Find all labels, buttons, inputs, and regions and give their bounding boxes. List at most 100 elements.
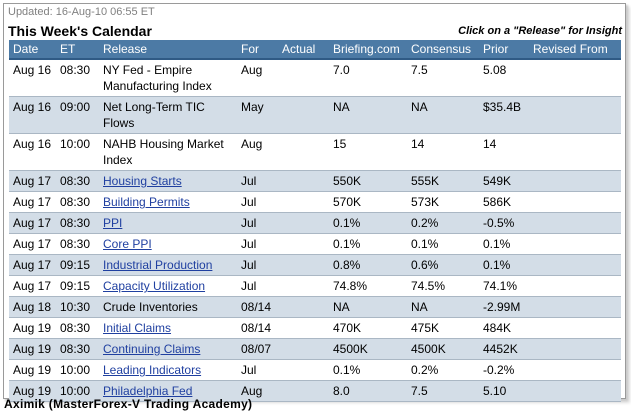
release-link[interactable]: Industrial Production bbox=[103, 258, 213, 272]
cell-prior: 0.1% bbox=[479, 254, 529, 276]
cell-for: Aug bbox=[237, 59, 278, 97]
cell-release: Housing Starts bbox=[99, 170, 237, 192]
cell-revised bbox=[529, 233, 621, 255]
table-row: Aug 16 08:30 NY Fed - Empire Manufacturing… bbox=[9, 59, 621, 97]
release-hint: Click on a "Release" for Insight bbox=[458, 25, 622, 37]
cell-revised bbox=[529, 191, 621, 213]
cell-date: Aug 17 bbox=[9, 233, 56, 255]
cell-et: 08:30 bbox=[56, 212, 99, 234]
cell-consensus: 7.5 bbox=[407, 59, 479, 97]
cell-et: 08:30 bbox=[56, 170, 99, 192]
table-row: Aug 17 08:30 PPI Jul 0.1% 0.2% -0.5% bbox=[9, 212, 621, 234]
table-row: Aug 19 10:00 Philadelphia Fed Aug 8.0 7.5 5.10 bbox=[9, 380, 621, 402]
table-row: Aug 16 09:00 Net Long-Term TIC Flows May NA N… bbox=[9, 96, 621, 134]
cell-actual bbox=[278, 191, 329, 213]
cell-release: Leading Indicators bbox=[99, 359, 237, 381]
cell-for: 08/07 bbox=[237, 338, 278, 360]
cell-consensus: NA bbox=[407, 296, 479, 318]
cell-for: Jul bbox=[237, 212, 278, 234]
cell-prior: -2.99M bbox=[479, 296, 529, 318]
release-link[interactable]: Building Permits bbox=[103, 195, 190, 209]
release-link[interactable]: Leading Indicators bbox=[103, 363, 202, 377]
cell-release: Initial Claims bbox=[99, 317, 237, 339]
cell-prior: 0.1% bbox=[479, 233, 529, 255]
cell-release: Building Permits bbox=[99, 191, 237, 213]
cell-date: Aug 17 bbox=[9, 170, 56, 192]
col-header-for: For bbox=[237, 40, 278, 60]
cell-revised bbox=[529, 275, 621, 297]
cell-for: Jul bbox=[237, 275, 278, 297]
table-row: Aug 19 08:30 Continuing Claims 08/07 4500K 45… bbox=[9, 338, 621, 360]
cell-date: Aug 16 bbox=[9, 96, 56, 134]
cell-et: 08:30 bbox=[56, 338, 99, 360]
footer-credit: Aximik (MasterForex-V Trading Academy) bbox=[4, 397, 253, 411]
cell-briefing: 470K bbox=[329, 317, 407, 339]
cell-for: Jul bbox=[237, 359, 278, 381]
cell-date: Aug 19 bbox=[9, 380, 56, 402]
cell-briefing: 8.0 bbox=[329, 380, 407, 402]
cell-actual bbox=[278, 254, 329, 276]
cell-consensus: 0.2% bbox=[407, 359, 479, 381]
cell-briefing: 0.8% bbox=[329, 254, 407, 276]
cell-actual bbox=[278, 275, 329, 297]
release-link[interactable]: Housing Starts bbox=[103, 174, 182, 188]
cell-revised bbox=[529, 296, 621, 318]
release-link[interactable]: Core PPI bbox=[103, 237, 152, 251]
cell-revised bbox=[529, 380, 621, 402]
cell-briefing: NA bbox=[329, 296, 407, 318]
cell-date: Aug 17 bbox=[9, 254, 56, 276]
cell-prior: 586K bbox=[479, 191, 529, 213]
cell-release: NAHB Housing Market Index bbox=[99, 133, 237, 171]
updated-timestamp: Updated: 16-Aug-10 06:55 ET bbox=[8, 6, 155, 18]
release-link[interactable]: Capacity Utilization bbox=[103, 279, 206, 293]
cell-date: Aug 19 bbox=[9, 317, 56, 339]
col-header-revised-from: Revised From bbox=[529, 40, 621, 60]
cell-et: 08:30 bbox=[56, 191, 99, 213]
table-row: Aug 17 08:30 Core PPI Jul 0.1% 0.1% 0.1% bbox=[9, 233, 621, 255]
cell-revised bbox=[529, 133, 621, 171]
cell-release: Continuing Claims bbox=[99, 338, 237, 360]
cell-revised bbox=[529, 212, 621, 234]
cell-for: Jul bbox=[237, 170, 278, 192]
cell-et: 10:00 bbox=[56, 380, 99, 402]
cell-revised bbox=[529, 359, 621, 381]
cell-et: 08:30 bbox=[56, 59, 99, 97]
release-link[interactable]: Initial Claims bbox=[103, 321, 172, 335]
cell-date: Aug 16 bbox=[9, 59, 56, 97]
cell-date: Aug 19 bbox=[9, 359, 56, 381]
cell-prior: $35.4B bbox=[479, 96, 529, 134]
cell-actual bbox=[278, 296, 329, 318]
cell-for: Aug bbox=[237, 133, 278, 171]
cell-briefing: 570K bbox=[329, 191, 407, 213]
cell-revised bbox=[529, 317, 621, 339]
cell-date: Aug 17 bbox=[9, 191, 56, 213]
cell-actual bbox=[278, 133, 329, 171]
cell-release: Core PPI bbox=[99, 233, 237, 255]
cell-prior: -0.2% bbox=[479, 359, 529, 381]
release-link[interactable]: Philadelphia Fed bbox=[103, 384, 193, 398]
cell-consensus: 573K bbox=[407, 191, 479, 213]
cell-revised bbox=[529, 59, 621, 97]
title-row: This Week's Calendar Click on a "Release… bbox=[8, 22, 622, 40]
cell-date: Aug 17 bbox=[9, 275, 56, 297]
cell-et: 09:00 bbox=[56, 96, 99, 134]
release-link[interactable]: PPI bbox=[103, 216, 123, 230]
cell-for: May bbox=[237, 96, 278, 134]
cell-consensus: 475K bbox=[407, 317, 479, 339]
release-link[interactable]: Continuing Claims bbox=[103, 342, 201, 356]
table-row: Aug 19 08:30 Initial Claims 08/14 470K 475K 48… bbox=[9, 317, 621, 339]
cell-for: Jul bbox=[237, 191, 278, 213]
cell-consensus: 14 bbox=[407, 133, 479, 171]
cell-et: 08:30 bbox=[56, 317, 99, 339]
cell-release: Industrial Production bbox=[99, 254, 237, 276]
cell-prior: 549K bbox=[479, 170, 529, 192]
cell-actual bbox=[278, 338, 329, 360]
cell-briefing: NA bbox=[329, 96, 407, 134]
cell-revised bbox=[529, 254, 621, 276]
cell-consensus: 7.5 bbox=[407, 380, 479, 402]
cell-consensus: NA bbox=[407, 96, 479, 134]
cell-release: Crude Inventories bbox=[99, 296, 237, 318]
cell-briefing: 74.8% bbox=[329, 275, 407, 297]
cell-release: Capacity Utilization bbox=[99, 275, 237, 297]
cell-actual bbox=[278, 96, 329, 134]
